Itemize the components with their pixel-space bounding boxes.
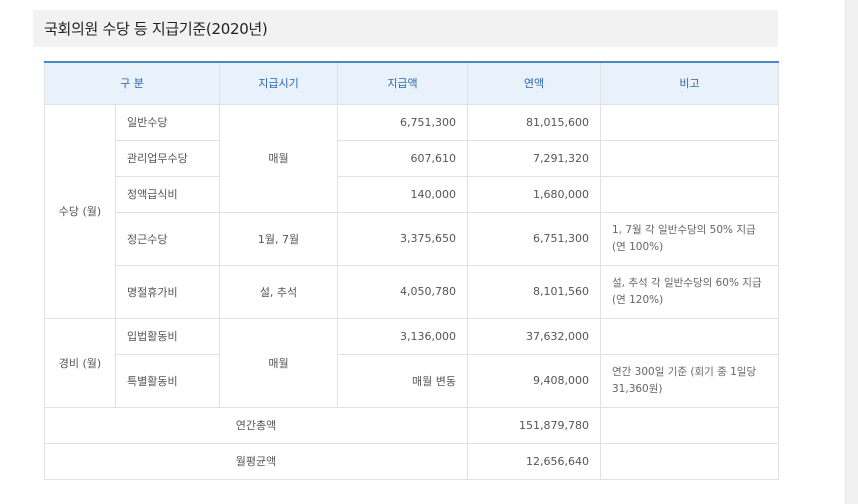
item-name: 정액급식비 — [115, 175, 220, 213]
header-category: 구 분 — [44, 61, 220, 105]
item-amount: 4,050,780 — [337, 264, 468, 319]
item-amount: 140,000 — [337, 175, 468, 213]
table-row: 관리업무수당 607,610 7,291,320 — [45, 139, 779, 177]
item-note: 연간 300일 기준 (회기 중 1일당 31,360원) — [600, 353, 779, 408]
group-allowance: 수당 (월) — [44, 103, 116, 319]
item-timing: 1월, 7월 — [219, 211, 338, 266]
item-annual: 9,408,000 — [467, 353, 601, 408]
section-title: 국회의원 수당 등 지급기준(2020년) — [44, 20, 268, 38]
item-name: 정근수당 — [115, 211, 220, 266]
item-amount: 607,610 — [337, 139, 468, 177]
table-row: 경비 (월) 입법활동비 매월 3,136,000 37,632,000 — [44, 317, 779, 408]
item-amount: 6,751,300 — [337, 103, 468, 141]
item-annual: 37,632,000 — [467, 317, 601, 355]
right-scrollbar[interactable] — [845, 0, 858, 504]
item-amount: 매월 변동 — [337, 353, 468, 408]
table-header-row: 구 분 지급시기 지급액 연액 비고 — [44, 61, 779, 105]
group-expense: 경비 (월) — [44, 317, 116, 408]
item-note — [600, 103, 779, 141]
item-note — [600, 139, 779, 177]
item-timing: 매월 — [219, 317, 338, 408]
item-note: 설, 추석 각 일반수당의 60% 지급 (연 120%) — [600, 264, 779, 319]
item-amount: 3,136,000 — [337, 317, 468, 355]
item-annual: 6,751,300 — [467, 211, 601, 266]
table-row: 특별활동비 매월 변동 9,408,000 연간 300일 기준 (회기 중 1… — [45, 353, 779, 408]
table-row: 명절휴가비 설, 추석 4,050,780 8,101,560 설, 추석 각 … — [45, 264, 779, 319]
item-note — [600, 317, 779, 355]
monthly-average-value: 12,656,640 — [467, 442, 601, 480]
monthly-average-row: 월평균액 12,656,640 — [44, 442, 779, 480]
item-annual: 8,101,560 — [467, 264, 601, 319]
total-annual-row: 연간총액 151,879,780 — [44, 406, 779, 444]
item-annual: 81,015,600 — [467, 103, 601, 141]
item-amount: 3,375,650 — [337, 211, 468, 266]
item-note — [600, 175, 779, 213]
summary-note — [600, 442, 779, 480]
header-note: 비고 — [600, 61, 779, 105]
header-annual: 연액 — [467, 61, 601, 105]
allowance-table: 구 분 지급시기 지급액 연액 비고 수당 (월) 일반수당 매월 6,751,… — [44, 61, 779, 480]
item-timing: 설, 추석 — [219, 264, 338, 319]
table-row: 정근수당 1월, 7월 3,375,650 6,751,300 1, 7월 각 … — [45, 211, 779, 266]
item-note: 1, 7월 각 일반수당의 50% 지급 (연 100%) — [600, 211, 779, 266]
total-annual-label: 연간총액 — [44, 406, 468, 444]
item-annual: 7,291,320 — [467, 139, 601, 177]
header-amount: 지급액 — [337, 61, 468, 105]
table-row: 정액급식비 140,000 1,680,000 — [45, 175, 779, 213]
item-timing: 매월 — [219, 103, 338, 213]
item-annual: 1,680,000 — [467, 175, 601, 213]
item-name: 입법활동비 — [115, 317, 220, 355]
summary-note — [600, 406, 779, 444]
header-timing: 지급시기 — [219, 61, 338, 105]
item-name: 일반수당 — [115, 103, 220, 141]
item-name: 명절휴가비 — [115, 264, 220, 319]
section-header: 국회의원 수당 등 지급기준(2020년) — [33, 10, 778, 47]
item-name: 특별활동비 — [115, 353, 220, 408]
total-annual-value: 151,879,780 — [467, 406, 601, 444]
item-name: 관리업무수당 — [115, 139, 220, 177]
monthly-average-label: 월평균액 — [44, 442, 468, 480]
table-row: 수당 (월) 일반수당 매월 6,751,300 81,015,600 — [44, 103, 779, 319]
